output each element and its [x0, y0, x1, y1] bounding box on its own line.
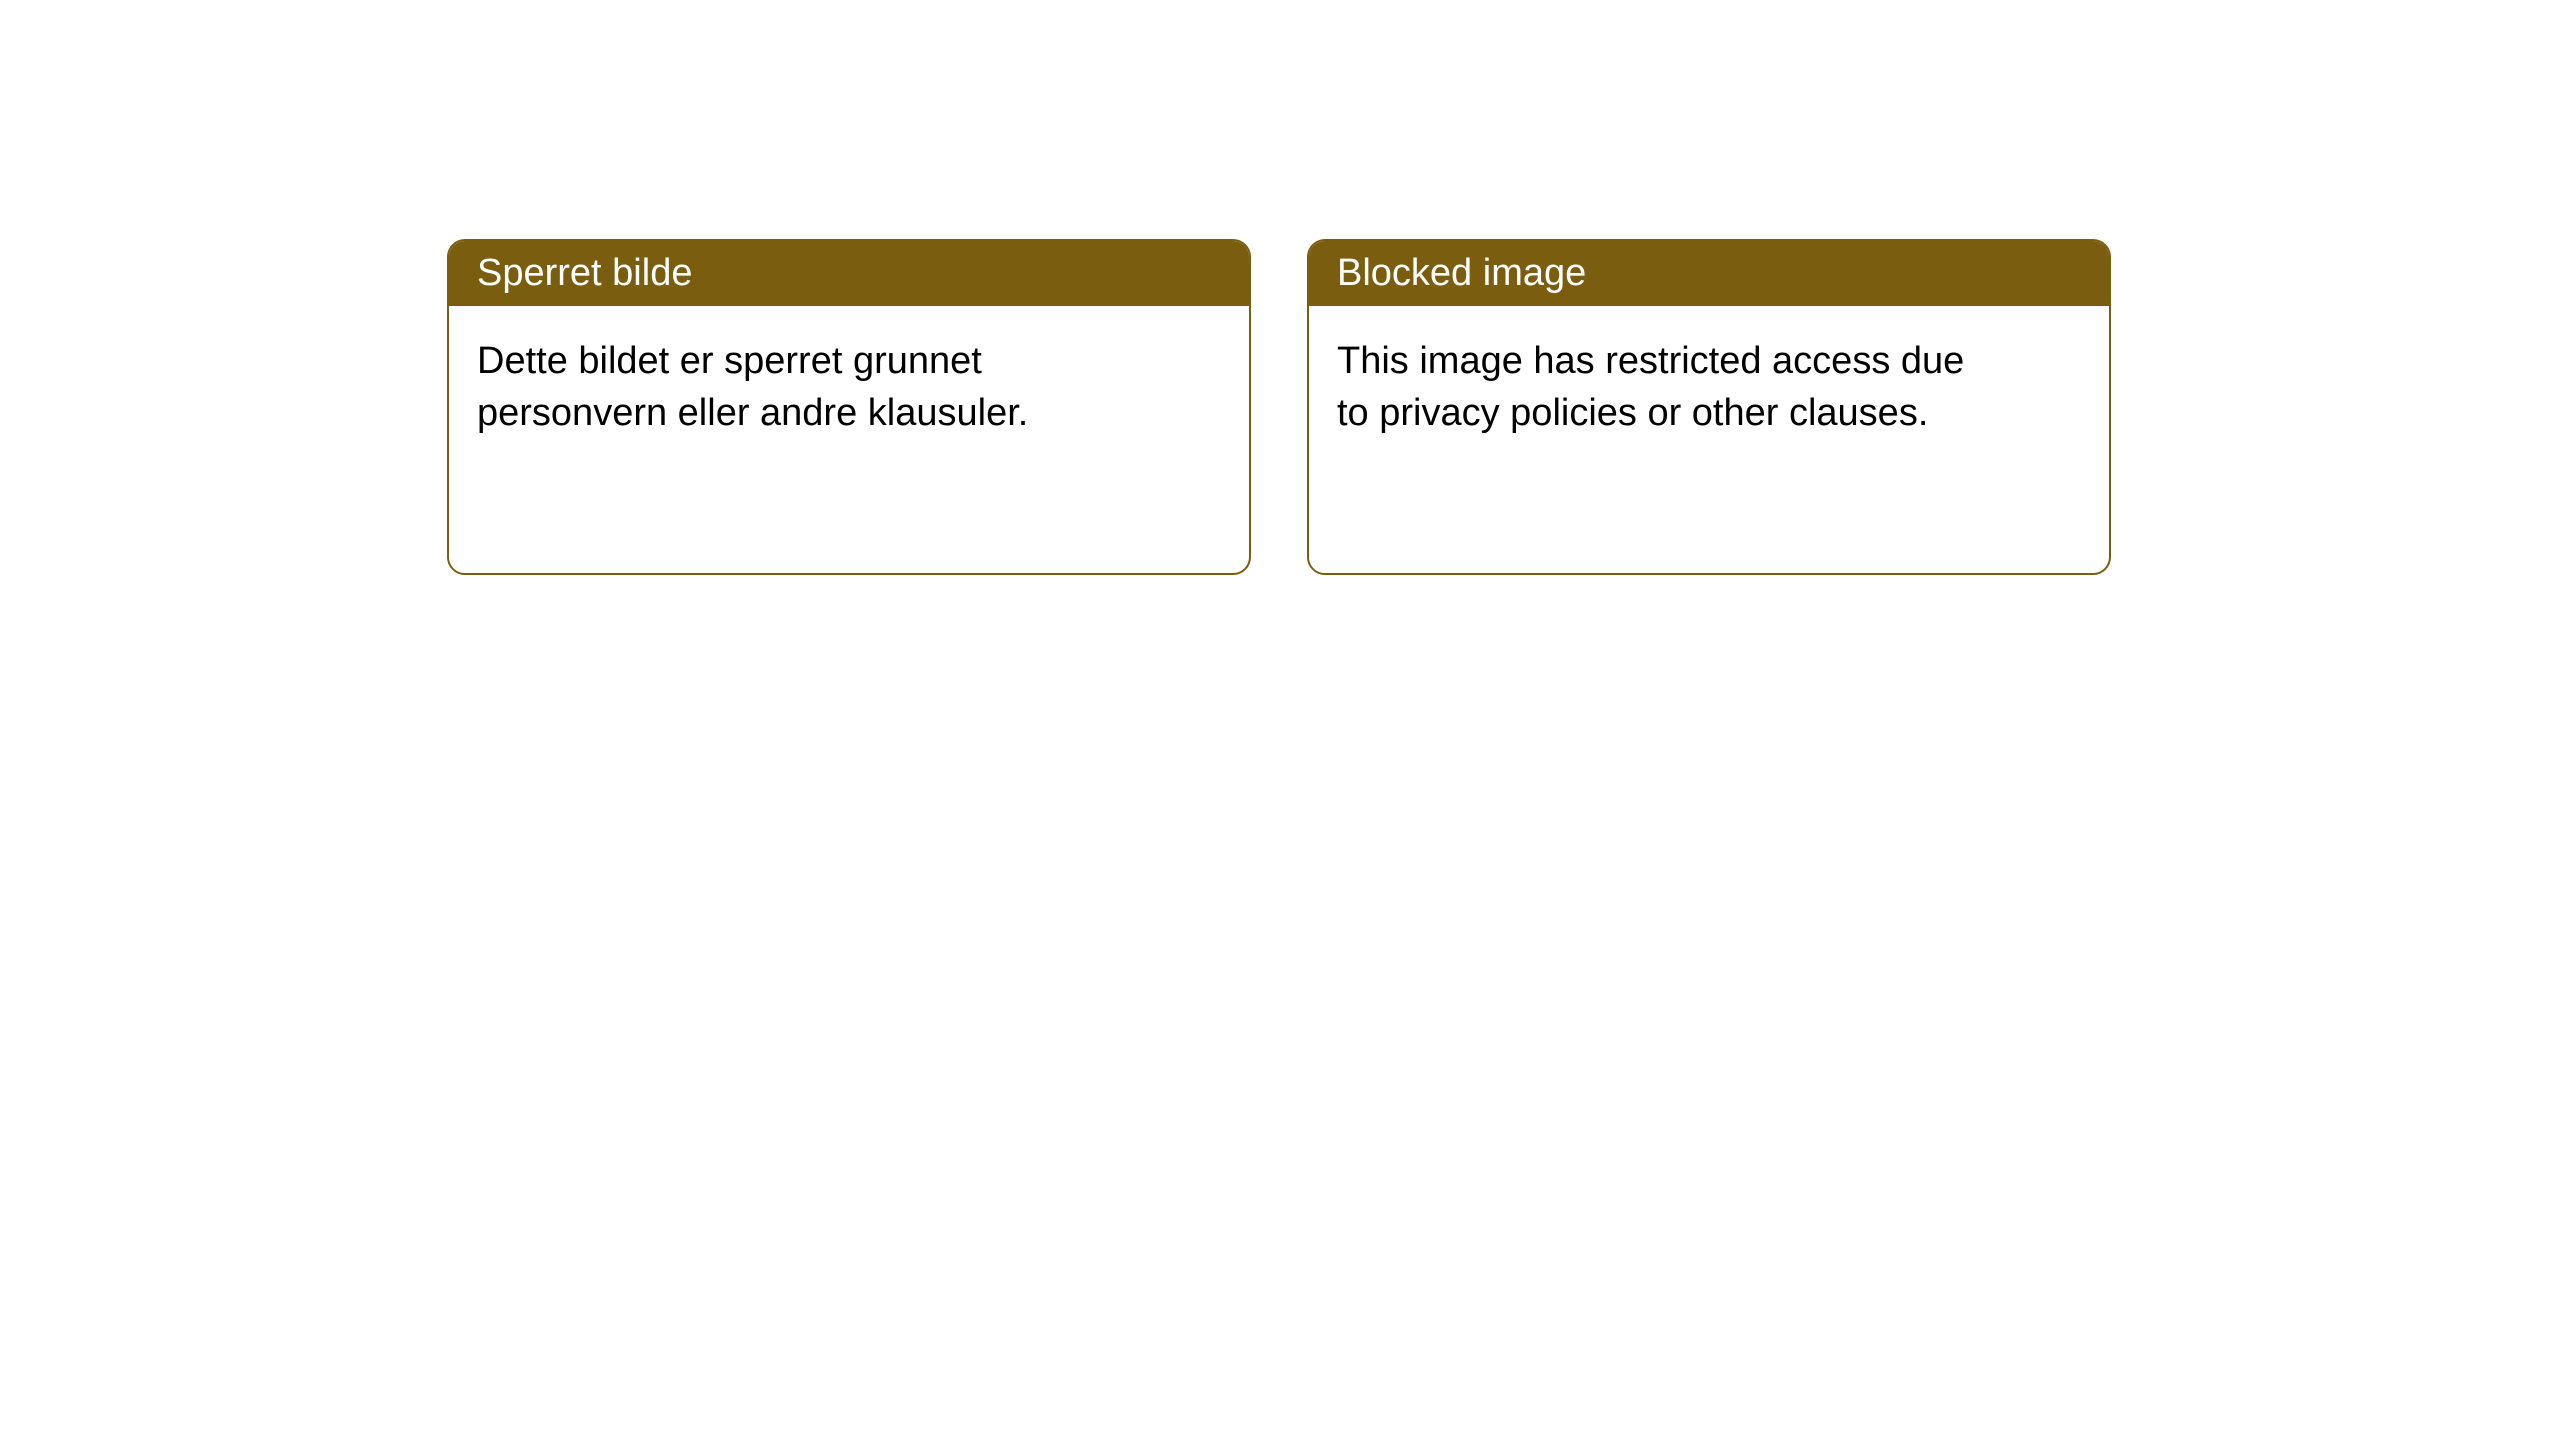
- notice-card-norwegian: Sperret bilde Dette bildet er sperret gr…: [447, 239, 1251, 575]
- notice-body-text: This image has restricted access due to …: [1337, 340, 1964, 433]
- notice-container: Sperret bilde Dette bildet er sperret gr…: [0, 0, 2560, 575]
- notice-body-norwegian: Dette bildet er sperret grunnet personve…: [449, 306, 1169, 573]
- notice-body-text: Dette bildet er sperret grunnet personve…: [477, 340, 1028, 433]
- notice-header-text: Sperret bilde: [477, 252, 692, 294]
- notice-body-english: This image has restricted access due to …: [1309, 306, 2029, 573]
- notice-header-text: Blocked image: [1337, 252, 1586, 294]
- notice-header-norwegian: Sperret bilde: [449, 241, 1249, 306]
- notice-card-english: Blocked image This image has restricted …: [1307, 239, 2111, 575]
- notice-header-english: Blocked image: [1309, 241, 2109, 306]
